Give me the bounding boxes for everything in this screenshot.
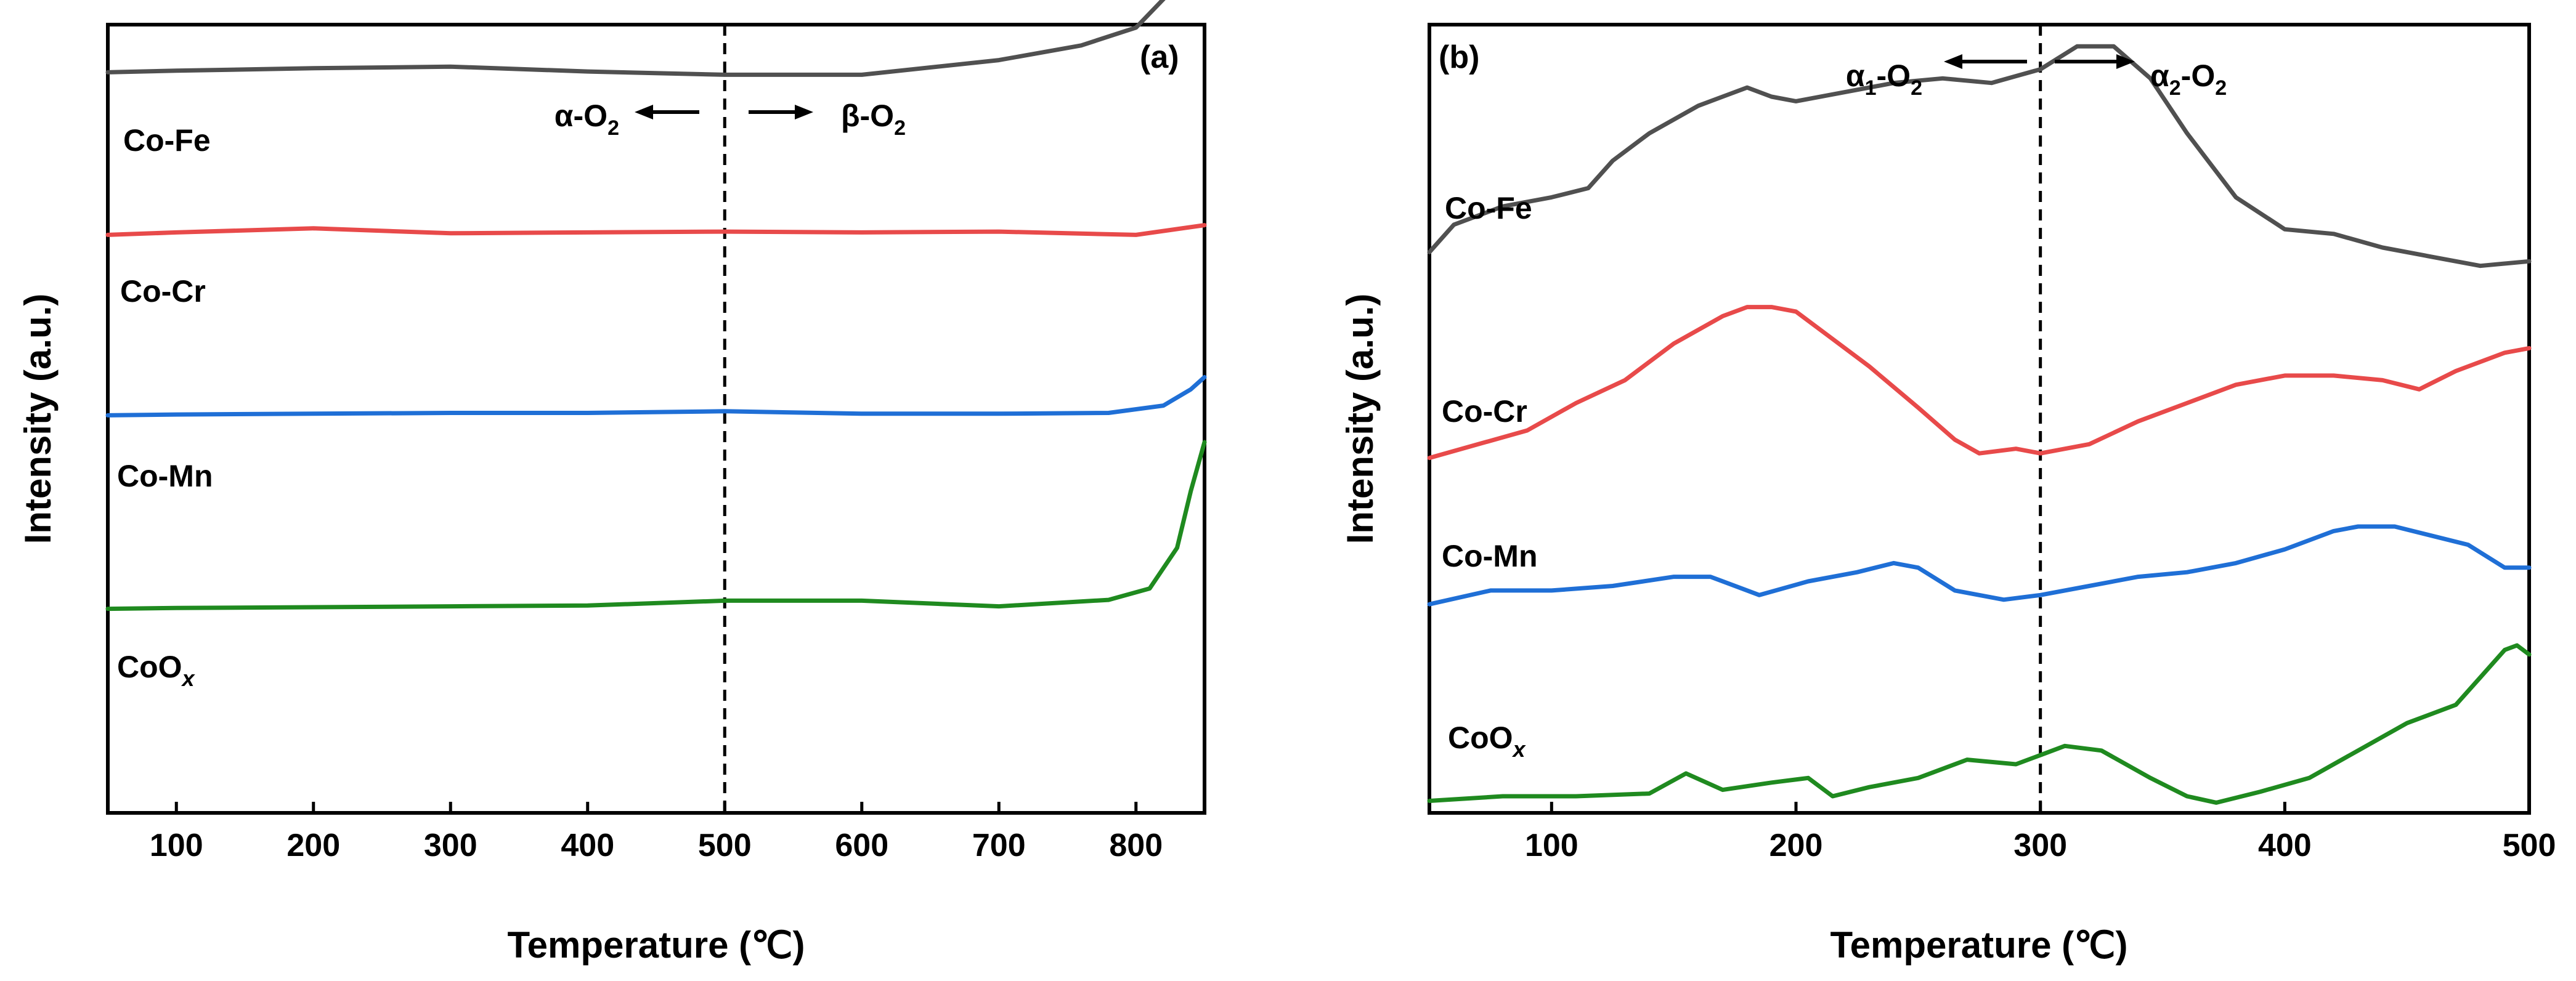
x-tick-label: 800	[1109, 828, 1163, 863]
x-tick-label: 500	[2503, 828, 2556, 863]
x-tick-label: 200	[1769, 828, 1823, 863]
panel-a-plot-frame	[106, 23, 1206, 815]
series-line-co-mn	[105, 374, 1207, 418]
panel-a-x-tick-labels: 100 200 300 400 500 600 700 800	[150, 828, 1163, 863]
x-tick-label: 600	[835, 828, 888, 863]
panel-b-right-arrow-head	[2116, 54, 2135, 69]
series-label-coox: CoOx	[117, 650, 196, 691]
panel-a-right-arrow-head	[795, 105, 813, 119]
panel-a-series-labels: Co-Fe Co-Cr Co-Mn CoOx	[117, 123, 213, 691]
x-tick-label: 700	[972, 828, 1026, 863]
panel-b-left-arrow-head	[1944, 54, 1962, 69]
panel-b-x-axis-title: Temperature (℃)	[1830, 924, 2127, 966]
series-line-co-fe	[1427, 44, 2532, 268]
panel-b-series-group	[1427, 44, 2532, 805]
x-tick-label: 300	[2013, 828, 2067, 863]
x-tick-label: 500	[698, 828, 752, 863]
panel-a: 100 200 300 400 500 600 700 800 Co-Fe Co-Cr Co-Mn…	[17, 0, 1207, 966]
panel-b-series-labels: Co-Fe Co-Cr Co-Mn CoOx	[1442, 191, 1538, 762]
series-label-co-fe: Co-Fe	[1445, 191, 1532, 225]
panel-a-series-group	[105, 0, 1207, 612]
x-tick-label: 100	[150, 828, 203, 863]
panel-a-left-arrow-head	[635, 105, 653, 119]
x-tick-label: 300	[424, 828, 477, 863]
panel-a-beta-o2-annotation: β-O2	[841, 99, 906, 140]
panel-a-alpha-o2-annotation: α-O2	[555, 99, 619, 140]
series-line-coox	[1427, 643, 2532, 805]
series-label-coox: CoOx	[1448, 721, 1527, 762]
series-line-co-mn	[1427, 524, 2532, 607]
series-label-co-cr: Co-Cr	[120, 274, 206, 309]
series-label-co-mn: Co-Mn	[117, 459, 213, 493]
series-line-co-cr	[105, 223, 1207, 237]
x-tick-label: 200	[286, 828, 340, 863]
panel-a-x-axis-title: Temperature (℃)	[507, 924, 805, 966]
x-tick-label: 400	[561, 828, 614, 863]
panel-a-y-axis-title: Intensity (a.u.)	[17, 294, 59, 544]
panel-b-y-axis-title: Intensity (a.u.)	[1339, 294, 1381, 544]
series-label-co-cr: Co-Cr	[1442, 394, 1527, 429]
x-tick-label: 400	[2258, 828, 2312, 863]
panel-a-label: (a)	[1140, 39, 1179, 75]
panel-b: 100 200 300 400 500 Co-Fe Co-Cr Co-Mn CoOx α1-O…	[1339, 23, 2556, 966]
series-line-co-fe	[105, 0, 1166, 77]
panel-b-alpha2-o2-annotation: α2-O2	[2150, 59, 2227, 100]
series-label-co-mn: Co-Mn	[1442, 539, 1538, 573]
series-label-co-fe: Co-Fe	[123, 123, 211, 158]
series-line-coox	[105, 440, 1207, 612]
x-tick-label: 100	[1525, 828, 1579, 863]
series-line-co-cr	[1427, 305, 2532, 461]
panel-b-alpha1-o2-annotation: α1-O2	[1846, 59, 1922, 100]
panel-b-label: (b)	[1439, 39, 1479, 75]
panel-b-x-tick-labels: 100 200 300 400 500	[1525, 828, 2556, 863]
panel-b-plot-frame	[1428, 23, 2531, 815]
